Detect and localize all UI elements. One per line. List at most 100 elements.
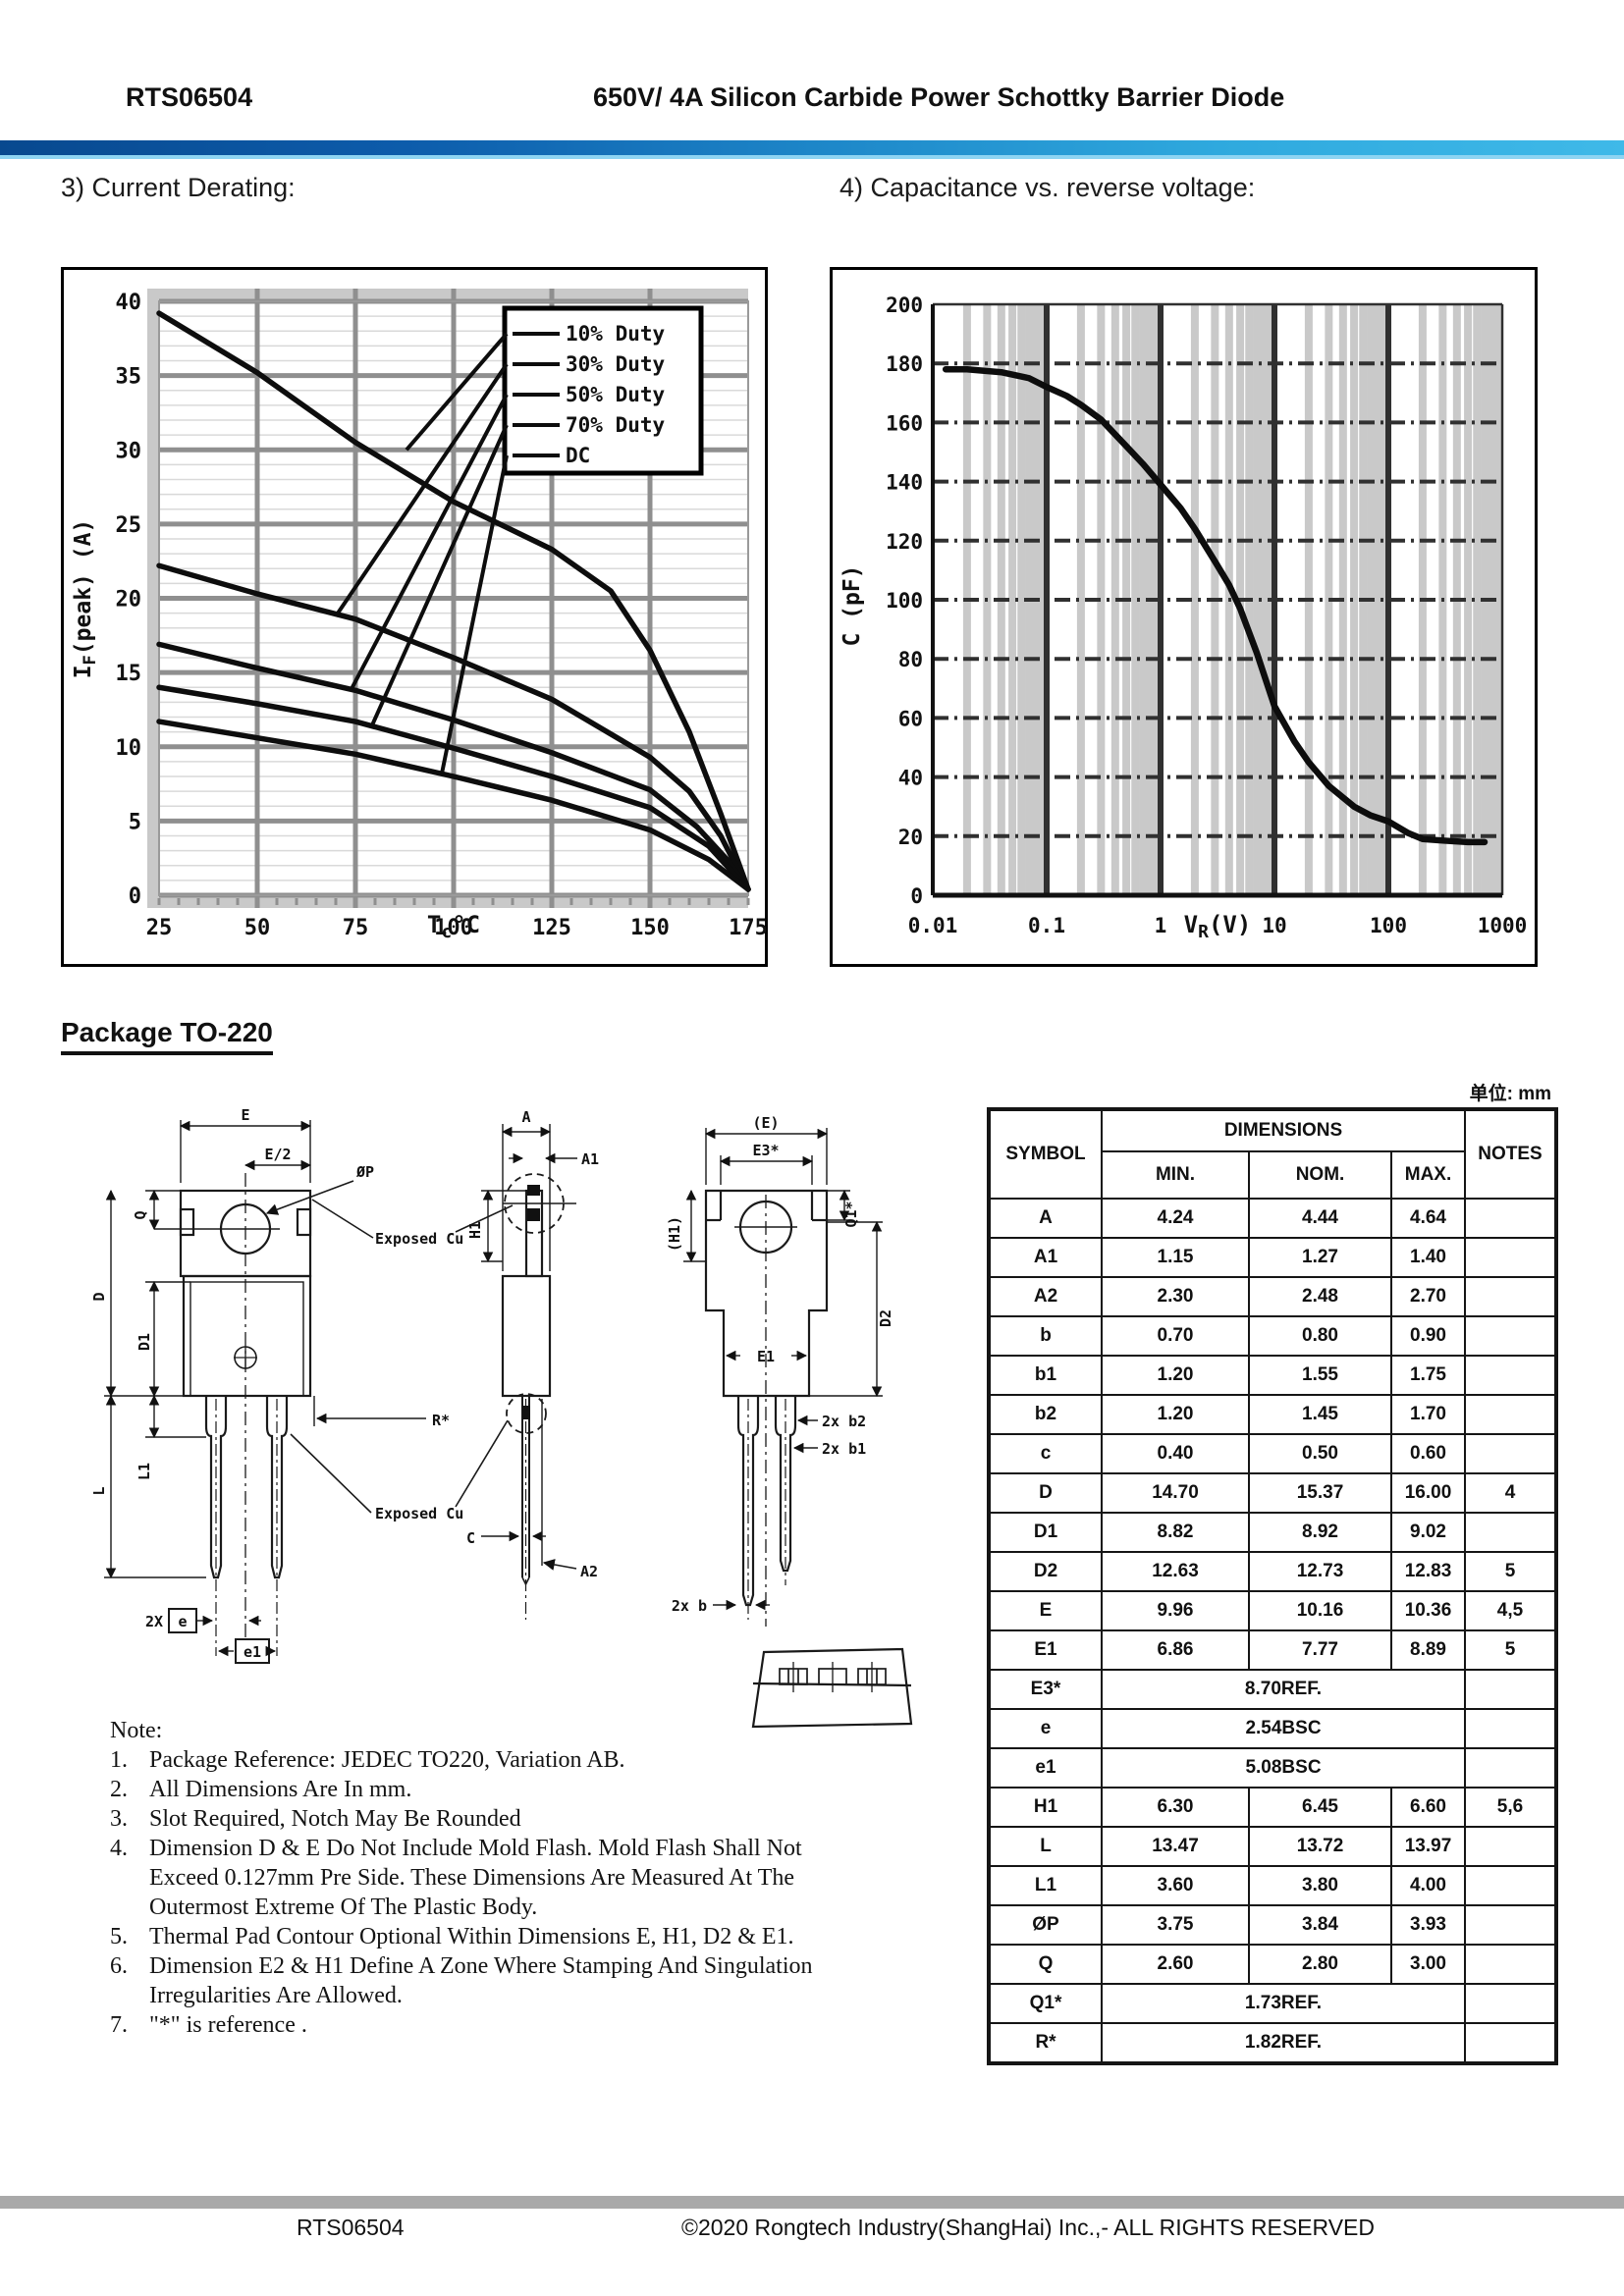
table-cell: 4.64 [1389,1198,1467,1239]
table-cell: R* [988,2022,1103,2064]
table-cell: A1 [988,1237,1103,1278]
table-cell: 9.02 [1389,1512,1467,1553]
chart-curve [156,641,751,892]
table-cell [1464,1394,1558,1435]
note-item: 7. "*" is reference . [110,2012,307,2038]
x-tick-label: 150 [630,916,670,940]
table-cell: 2.60 [1101,1944,1250,1985]
table-cell: E [988,1590,1103,1631]
legend-label: 30% Duty [566,352,666,376]
x-tick-label: 25 [146,916,173,940]
note-item: 6. Dimension E2 & H1 Define A Zone Where … [110,1953,813,2008]
table-row: A1 1.15 1.27 1.40 [988,1237,1558,1278]
table-cell [1464,1904,1558,1946]
table-cell: 0.70 [1101,1315,1250,1357]
notes-list: 1. Package Reference: JEDEC TO220, Variat… [110,1745,994,2040]
y-tick-label: 100 [886,589,923,613]
header-divider-bar [0,140,1624,159]
table-cell: 6.45 [1248,1787,1392,1828]
table-row: E1 6.86 7.77 8.89 5 [988,1629,1558,1671]
dimension-label: H1 [466,1221,484,1239]
y-tick-label: 10 [116,736,142,761]
dimension-lines [104,1120,514,1664]
table-cell: 2.30 [1101,1276,1250,1317]
dimension-label: ØP [355,1163,374,1181]
x-tick-label: 50 [244,916,271,940]
notes-heading: Note: [110,1718,163,1743]
dimension-label: (H1) [666,1216,683,1252]
table-cell [1464,1983,1558,2024]
table-cell: H1 [988,1787,1103,1828]
table-cell: 6.60 [1389,1787,1467,1828]
table-cell: D [988,1472,1103,1514]
chart-curve [942,365,1489,846]
table-cell: 2.70 [1389,1276,1467,1317]
x-tick-label: 1000 [1478,914,1528,937]
dimension-label: A2 [580,1563,598,1580]
y-tick-label: 35 [116,365,142,390]
table-cell: 0.60 [1389,1433,1467,1474]
table-cell: 1.70 [1389,1394,1467,1435]
table-cell: 12.73 [1248,1551,1392,1592]
chart-curve [156,562,751,892]
table-cell: b [988,1315,1103,1357]
col-header-notes: NOTES [1464,1108,1558,1200]
note-item: 2. All Dimensions Are In mm. [110,1777,412,1802]
legend-label: 70% Duty [566,413,666,437]
table-cell [1464,1315,1558,1357]
table-cell: 10.36 [1389,1590,1467,1631]
dimension-label: R* [432,1412,450,1429]
capacitance-chart: 0 20 40 60 80 100 120 140 160 180 200 0.01 0.1 1 10 100… [830,267,1538,967]
table-row: A2 2.30 2.48 2.70 [988,1276,1558,1317]
current-derating-chart: 10% Duty 30% Duty 50% Duty 70% Duty DC 0 5 10 15… [61,267,768,967]
note-item: 1. Package Reference: JEDEC TO220, Variat… [110,1747,625,1773]
svg-text:C (pF): C (pF) [839,564,865,646]
table-row: e 2.54BSC [988,1708,1558,1749]
dimension-label: e [178,1613,187,1630]
chart-curve [156,719,751,892]
table-cell: 15.37 [1248,1472,1392,1514]
table-cell: 2.80 [1248,1944,1392,1985]
table-cell [1464,1865,1558,1906]
y-tick-label: 20 [898,826,923,849]
table-cell: 4,5 [1464,1590,1558,1631]
table-cell: L [988,1826,1103,1867]
table-cell [1464,1944,1558,1985]
table-cell: 6.86 [1101,1629,1250,1671]
footer-divider-bar [0,2196,1624,2209]
table-cell: 13.97 [1389,1826,1467,1867]
table-row: E 9.96 10.16 10.36 4,5 [988,1590,1558,1631]
table-cell: e [988,1708,1103,1749]
front-view [104,1120,514,1664]
table-row: D 14.70 15.37 16.00 4 [988,1472,1558,1514]
y-tick-label: 0 [129,884,141,909]
dimension-label: 2x b1 [822,1440,866,1458]
table-cell [1464,1433,1558,1474]
y-tick-label: 140 [886,471,923,495]
x-tick-label: 1 [1155,914,1167,937]
dimension-label: (E) [752,1114,779,1132]
dimension-label: Exposed Cu [375,1505,463,1522]
y-tick-label: 60 [898,707,923,730]
notes-block: Note: 1. Package Reference: JEDEC TO220, … [110,1716,994,2040]
table-row: L1 3.60 3.80 4.00 [988,1865,1558,1906]
x-tick-label: 75 [343,916,369,940]
y-tick-label: 20 [116,588,142,613]
table-cell [1464,1276,1558,1317]
table-cell: 3.75 [1101,1904,1250,1946]
table-row: H1 6.30 6.45 6.60 5,6 [988,1787,1558,1828]
table-cell: 16.00 [1389,1472,1467,1514]
table-cell: b2 [988,1394,1103,1435]
col-header-dimensions: DIMENSIONS [1100,1108,1467,1152]
dimension-label: Exposed Cu [375,1230,463,1248]
table-cell: 1.27 [1248,1237,1392,1278]
table-cell: 0.80 [1248,1315,1392,1357]
table-cell: 1.15 [1101,1237,1250,1278]
table-cell: 1.55 [1248,1355,1392,1396]
table-row: b2 1.20 1.45 1.70 [988,1394,1558,1435]
table-cell [1464,1669,1558,1710]
table-cell: 10.16 [1248,1590,1392,1631]
table-cell: c [988,1433,1103,1474]
table-cell: 8.70REF. [1100,1669,1467,1710]
